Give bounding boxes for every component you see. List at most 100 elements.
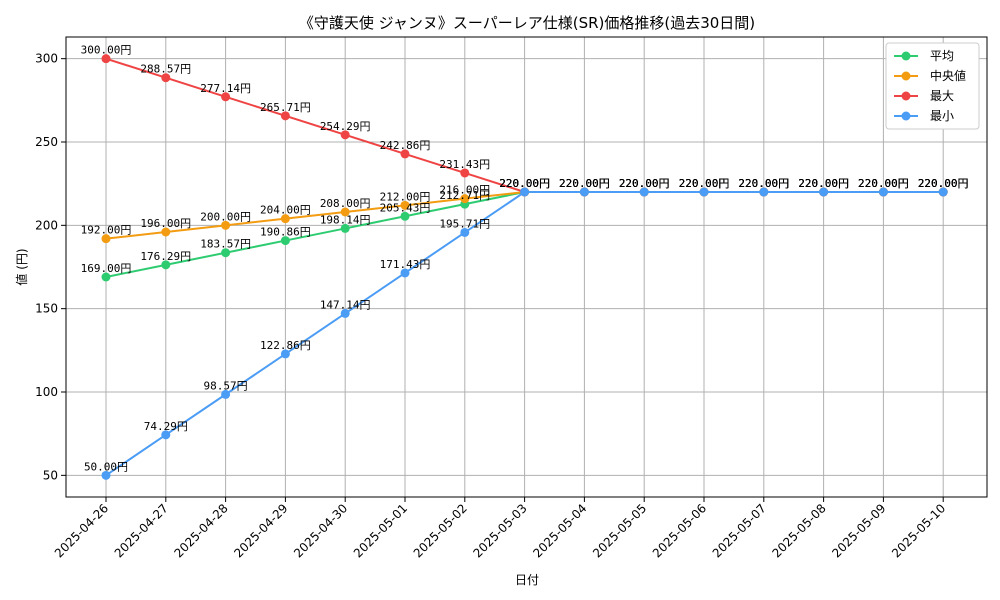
data-label: 216.00円 <box>439 184 490 197</box>
data-label: 220.00円 <box>559 177 610 190</box>
data-point <box>340 207 350 217</box>
x-tick-label: 2025-05-08 <box>770 501 829 560</box>
x-tick-label: 2025-05-05 <box>590 501 649 560</box>
data-label: 220.00円 <box>619 177 670 190</box>
data-point <box>699 187 709 197</box>
data-point <box>221 92 231 102</box>
legend-label: 最小 <box>930 109 954 123</box>
data-label: 288.57円 <box>140 63 191 76</box>
data-label: 204.00円 <box>260 204 311 217</box>
x-tick-label: 2025-04-26 <box>52 501 111 560</box>
y-axis-label: 値 (円) <box>14 248 29 285</box>
x-tick-label: 2025-05-03 <box>471 501 530 560</box>
x-axis-ticks: 2025-04-26 2025-04-27 2025-04-28 2025-04-29… <box>52 497 948 560</box>
data-point <box>280 214 290 224</box>
data-point <box>161 430 171 440</box>
x-tick-label: 2025-05-06 <box>650 501 709 560</box>
data-label: 254.29円 <box>320 120 371 133</box>
data-label: 220.00円 <box>798 177 849 190</box>
x-tick-label: 2025-04-29 <box>231 501 290 560</box>
data-point <box>280 236 290 246</box>
y-tick-label: 50 <box>43 468 58 482</box>
data-label: 265.71円 <box>260 101 311 114</box>
grid <box>66 37 987 497</box>
data-label: 220.00円 <box>499 177 550 190</box>
data-label: 220.00円 <box>499 177 550 190</box>
x-tick-label: 2025-05-02 <box>411 501 470 560</box>
data-point <box>460 227 470 237</box>
data-point <box>460 168 470 178</box>
data-label: 50.00円 <box>84 460 128 473</box>
data-label: 220.00円 <box>679 177 730 190</box>
data-label: 231.43円 <box>439 158 490 171</box>
data-point <box>340 130 350 140</box>
data-point <box>759 187 769 197</box>
data-point <box>639 187 649 197</box>
data-label: 196.00円 <box>140 217 191 230</box>
data-label: 220.00円 <box>798 177 849 190</box>
data-label: 220.00円 <box>738 177 789 190</box>
data-label: 176.29円 <box>140 250 191 263</box>
legend-marker <box>901 51 911 61</box>
data-label: 220.00円 <box>559 177 610 190</box>
data-label: 220.00円 <box>918 177 969 190</box>
data-point <box>938 187 948 197</box>
data-label: 220.00円 <box>918 177 969 190</box>
data-point <box>280 111 290 121</box>
legend-label: 最大 <box>930 89 954 103</box>
x-tick-label: 2025-04-27 <box>112 501 171 560</box>
data-point <box>520 187 530 197</box>
data-label: 183.57円 <box>200 238 251 251</box>
legend-label: 平均 <box>930 49 954 63</box>
data-point <box>340 223 350 233</box>
series-layer <box>101 54 948 480</box>
data-label: 192.00円 <box>81 224 132 237</box>
data-point <box>400 268 410 278</box>
data-point <box>340 308 350 318</box>
data-label: 277.14円 <box>200 82 251 95</box>
data-label: 212.00円 <box>380 190 431 203</box>
data-point <box>161 227 171 237</box>
data-point <box>819 187 829 197</box>
x-axis-label: 日付 <box>515 573 539 587</box>
data-label: 205.43円 <box>380 201 431 214</box>
y-tick-label: 150 <box>35 302 58 316</box>
data-label: 220.00円 <box>679 177 730 190</box>
data-label: 220.00円 <box>559 177 610 190</box>
legend-marker <box>901 91 911 101</box>
data-label: 122.86円 <box>260 339 311 352</box>
data-point <box>579 187 589 197</box>
data-point <box>101 470 111 480</box>
data-label: 190.86円 <box>260 226 311 239</box>
data-label: 220.00円 <box>798 177 849 190</box>
data-label: 220.00円 <box>499 177 550 190</box>
data-label: 220.00円 <box>619 177 670 190</box>
data-label: 220.00円 <box>858 177 909 190</box>
x-tick-label: 2025-04-30 <box>291 501 350 560</box>
data-label: 195.71円 <box>439 217 490 230</box>
data-label: 220.00円 <box>619 177 670 190</box>
data-label: 98.57円 <box>204 379 248 392</box>
x-tick-label: 2025-05-04 <box>530 501 589 560</box>
data-point <box>280 349 290 359</box>
data-label: 220.00円 <box>918 177 969 190</box>
data-label: 220.00円 <box>738 177 789 190</box>
data-point <box>400 149 410 159</box>
data-label: 220.00円 <box>559 177 610 190</box>
y-tick-label: 100 <box>35 385 58 399</box>
data-label: 220.00円 <box>858 177 909 190</box>
data-label: 220.00円 <box>499 177 550 190</box>
data-label: 220.00円 <box>918 177 969 190</box>
data-label: 220.00円 <box>798 177 849 190</box>
data-label: 220.00円 <box>738 177 789 190</box>
data-point <box>221 220 231 230</box>
data-point <box>101 272 111 282</box>
plot-frame <box>65 36 988 498</box>
data-label: 220.00円 <box>679 177 730 190</box>
x-tick-label: 2025-05-07 <box>710 501 769 560</box>
legend-box <box>885 42 980 130</box>
data-label: 220.00円 <box>858 177 909 190</box>
